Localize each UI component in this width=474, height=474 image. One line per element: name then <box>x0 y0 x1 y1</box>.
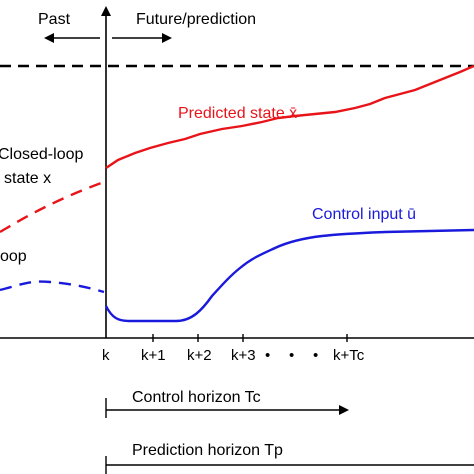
open-loop-label-fragment: oop <box>0 248 27 265</box>
closed-loop-label-line1: Closed-loop <box>0 146 83 163</box>
ellipsis-dot-3: • <box>313 347 318 364</box>
predicted-state-label: Predicted state x̄ <box>178 105 297 122</box>
control-input-curve <box>104 228 474 323</box>
tick-label-k: k <box>102 347 110 364</box>
closed-loop-state-curve <box>0 180 105 234</box>
tick-label-k-plus-tc: k+Tc <box>333 347 365 364</box>
ellipsis-dot-2: • <box>289 347 294 364</box>
future-prediction-label: Future/prediction <box>136 11 256 28</box>
predicted-state-curve <box>105 64 474 169</box>
past-input-curve <box>0 280 105 294</box>
tick-label-k-plus-3: k+3 <box>231 347 256 364</box>
tick-label-k-plus-2: k+2 <box>187 347 212 364</box>
control-input-label: Control input ū <box>312 206 416 223</box>
past-label: Past <box>38 11 71 28</box>
closed-loop-label-line2: state x <box>4 170 51 187</box>
control-horizon-label: Control horizon Tc <box>132 389 261 406</box>
tick-label-k-plus-1: k+1 <box>141 347 166 364</box>
prediction-horizon-label: Prediction horizon Tp <box>132 442 283 459</box>
time-ticks <box>152 334 348 342</box>
ellipsis-dot-1: • <box>265 347 270 364</box>
